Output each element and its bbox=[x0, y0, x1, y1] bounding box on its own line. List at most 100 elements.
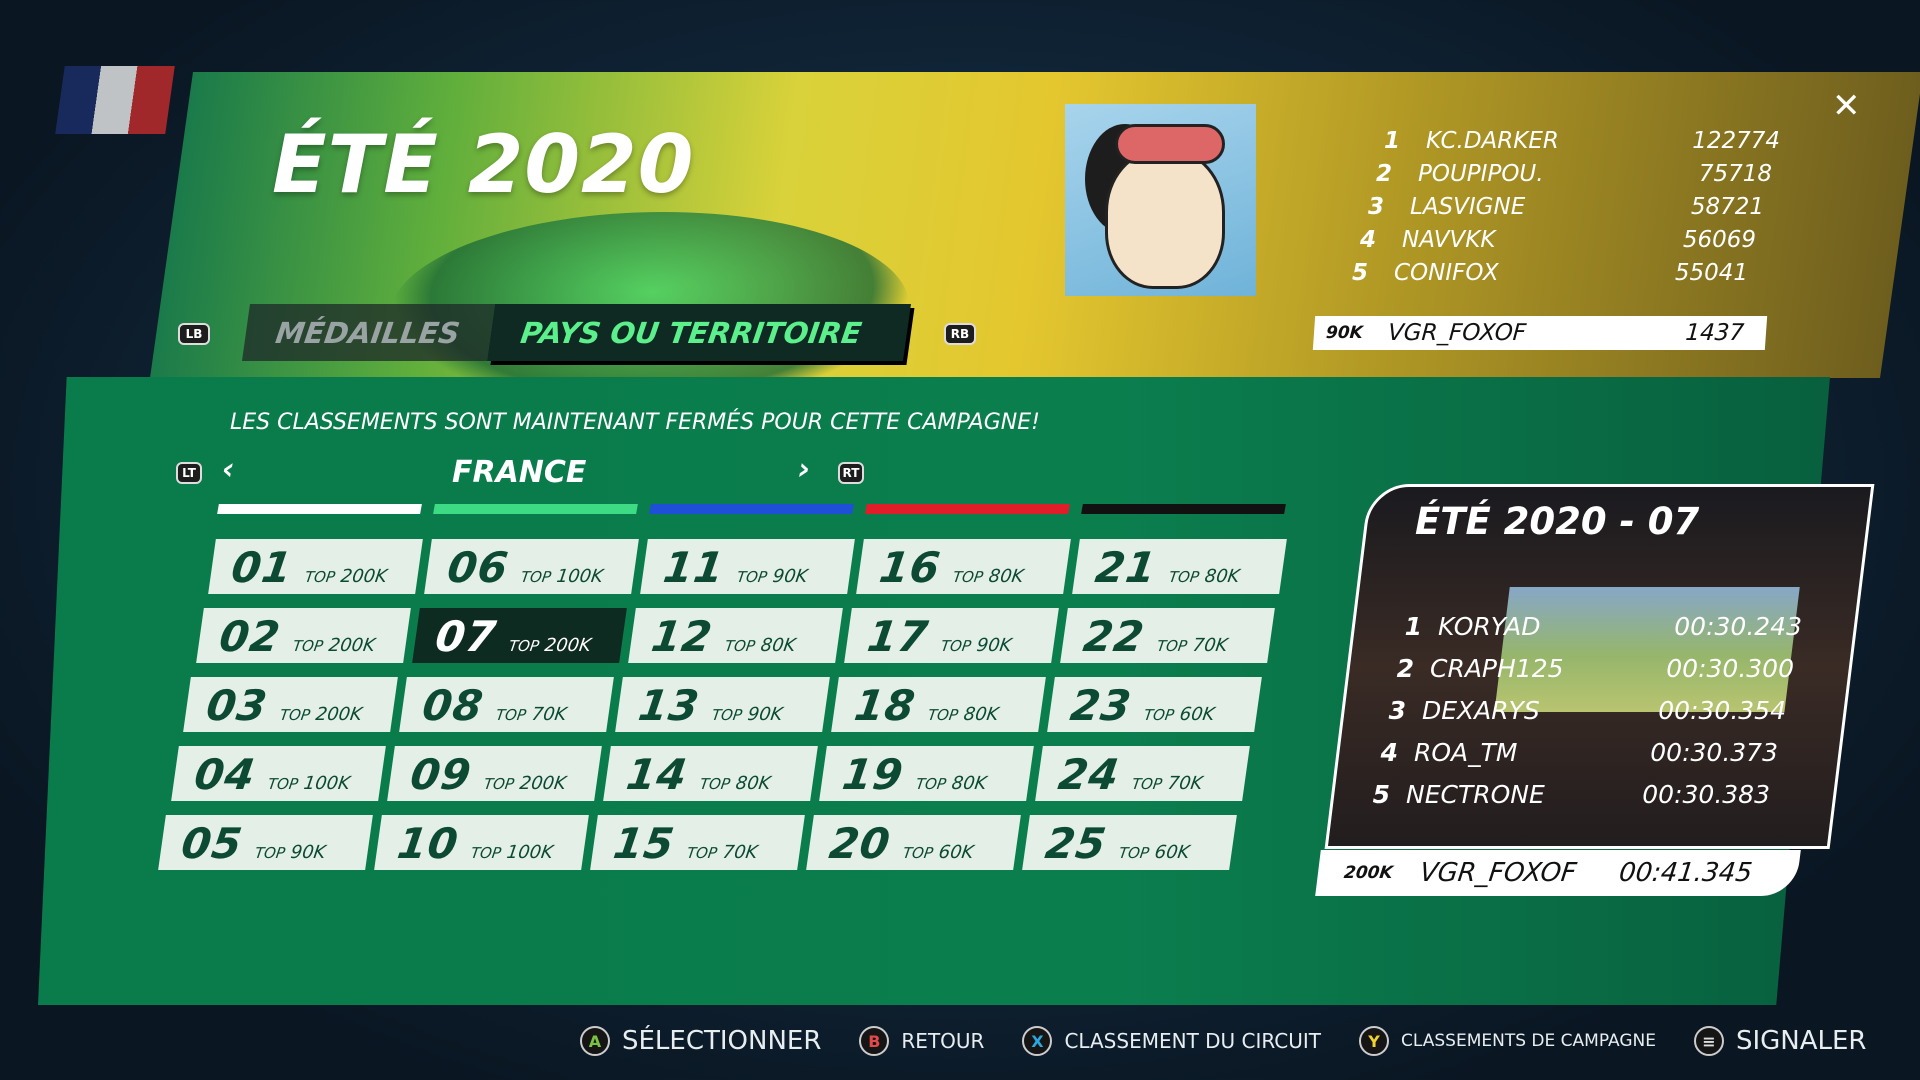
score: 56069 bbox=[1682, 227, 1756, 253]
top-label: TOP bbox=[494, 706, 528, 724]
track-cell-02[interactable]: 02 TOP 200K bbox=[195, 608, 411, 663]
track-number: 25 bbox=[1042, 819, 1110, 868]
rt-button-icon[interactable]: RT bbox=[838, 462, 864, 484]
rank: 5 bbox=[1372, 780, 1390, 809]
hint-classement-du-circuit[interactable]: X CLASSEMENT DU CIRCUIT bbox=[1022, 1026, 1321, 1056]
track-cell-03[interactable]: 03 TOP 200K bbox=[183, 677, 398, 732]
top-tier: 200K bbox=[314, 704, 364, 725]
track-leaderboard-row: 4 ROA_TM 00:30.373 bbox=[1368, 738, 1778, 767]
top-label: TOP bbox=[266, 775, 299, 793]
hint-signaler[interactable]: ≡ SIGNALER bbox=[1693, 1026, 1867, 1056]
hint-classements-de-campagne[interactable]: Y CLASSEMENTS DE CAMPAGNE bbox=[1359, 1026, 1656, 1056]
a-button-icon: A bbox=[580, 1026, 610, 1056]
track-number: 05 bbox=[178, 819, 246, 868]
track-cell-23[interactable]: 23 TOP 60K bbox=[1047, 677, 1262, 732]
track-number: 09 bbox=[406, 750, 475, 799]
closed-message: LES CLASSEMENTS SONT MAINTENANT FERMÉS P… bbox=[230, 410, 1040, 435]
track-cell-01[interactable]: 01 TOP 200K bbox=[208, 539, 423, 594]
track-cell-09[interactable]: 09 TOP 200K bbox=[386, 746, 602, 801]
rank: 3 bbox=[1367, 194, 1384, 220]
top-label: TOP bbox=[1142, 706, 1176, 724]
top-label: TOP bbox=[291, 637, 324, 655]
hint-label: RETOUR bbox=[901, 1029, 985, 1053]
track-cell-08[interactable]: 08 TOP 70K bbox=[399, 677, 614, 732]
leaderboard-row: 2 POUPIPOU. 75718 bbox=[1352, 161, 1772, 187]
top-tier: 100K bbox=[301, 773, 351, 794]
player-name: NAVVKK bbox=[1402, 227, 1496, 253]
leaderboard-row: 4 NAVVKK 56069 bbox=[1336, 227, 1756, 253]
top-label: TOP bbox=[303, 568, 337, 586]
hint-sélectionner[interactable]: A SÉLECTIONNER bbox=[580, 1026, 821, 1056]
score: 75718 bbox=[1698, 161, 1772, 187]
track-cell-07[interactable]: 07 TOP 200K bbox=[411, 608, 627, 663]
track-cell-18[interactable]: 18 TOP 80K bbox=[831, 677, 1046, 732]
france-flag bbox=[55, 66, 175, 134]
tab-label: PAYS OU TERRITOIRE bbox=[518, 315, 864, 350]
track-cell-14[interactable]: 14 TOP 80K bbox=[602, 746, 818, 801]
top-tier: 100K bbox=[555, 566, 605, 587]
time: 00:30.243 bbox=[1674, 612, 1802, 641]
track-number: 11 bbox=[660, 543, 728, 592]
track-cell-15[interactable]: 15 TOP 70K bbox=[590, 815, 805, 870]
hint-retour[interactable]: B RETOUR bbox=[859, 1026, 984, 1056]
hint-label: CLASSEMENTS DE CAMPAGNE bbox=[1401, 1031, 1656, 1051]
top-label: TOP bbox=[710, 706, 744, 724]
top-label: TOP bbox=[519, 568, 553, 586]
player-name: CRAPH125 bbox=[1430, 654, 1564, 683]
lt-button-icon[interactable]: LT bbox=[176, 462, 202, 484]
avatar bbox=[1065, 104, 1256, 296]
close-icon[interactable]: ✕ bbox=[1832, 86, 1861, 126]
top-tier: 200K bbox=[542, 635, 592, 656]
chevron-left-icon[interactable]: ‹ bbox=[222, 452, 235, 487]
track-cell-04[interactable]: 04 TOP 100K bbox=[170, 746, 386, 801]
top-label: TOP bbox=[939, 637, 972, 655]
top-tier: 80K bbox=[733, 773, 772, 794]
track-number: 19 bbox=[838, 750, 907, 799]
top-tier: 200K bbox=[517, 773, 567, 794]
track-cell-10[interactable]: 10 TOP 100K bbox=[374, 815, 589, 870]
track-cell-12[interactable]: 12 TOP 80K bbox=[627, 608, 843, 663]
track-cell-25[interactable]: 25 TOP 60K bbox=[1022, 815, 1237, 870]
player-name: VGR_FOXOF bbox=[1418, 858, 1578, 888]
button-hints: A SÉLECTIONNER B RETOUR X CLASSEMENT DU CIRCU… bbox=[580, 1026, 1867, 1056]
chevron-right-icon[interactable]: › bbox=[798, 452, 811, 487]
page-title: ÉTÉ 2020 bbox=[272, 118, 695, 211]
top-label: TOP bbox=[901, 844, 935, 862]
track-number: 06 bbox=[444, 543, 512, 592]
score: 58721 bbox=[1690, 194, 1764, 220]
top-tier: 80K bbox=[758, 635, 797, 656]
track-leaderboard-row: 5 NECTRONE 00:30.383 bbox=[1360, 780, 1770, 809]
tab-label: MÉDAILLES bbox=[273, 315, 463, 350]
track-cell-16[interactable]: 16 TOP 80K bbox=[856, 539, 1071, 594]
lb-button-icon[interactable]: LB bbox=[178, 323, 210, 345]
top-tier: 90K bbox=[289, 842, 327, 863]
track-cell-17[interactable]: 17 TOP 90K bbox=[843, 608, 1059, 663]
tab-pays-ou-territoire[interactable]: PAYS OU TERRITOIRE bbox=[486, 304, 912, 361]
track-cell-22[interactable]: 22 TOP 70K bbox=[1059, 608, 1275, 663]
region-name: FRANCE bbox=[452, 455, 587, 490]
track-cell-24[interactable]: 24 TOP 70K bbox=[1034, 746, 1250, 801]
time: 00:30.383 bbox=[1642, 780, 1770, 809]
top-tier: 90K bbox=[746, 704, 784, 725]
rb-button-icon[interactable]: RB bbox=[944, 323, 976, 345]
player-name: CONIFOX bbox=[1394, 260, 1499, 286]
track-cell-21[interactable]: 21 TOP 80K bbox=[1072, 539, 1287, 594]
top-label: TOP bbox=[1130, 775, 1163, 793]
player-name: LASVIGNE bbox=[1410, 194, 1526, 220]
top-tier: 70K bbox=[721, 842, 759, 863]
track-number: 17 bbox=[863, 612, 932, 661]
top-tier: 60K bbox=[1178, 704, 1216, 725]
track-cell-19[interactable]: 19 TOP 80K bbox=[818, 746, 1034, 801]
track-cell-20[interactable]: 20 TOP 60K bbox=[806, 815, 1021, 870]
tab-medailles[interactable]: MÉDAILLES bbox=[241, 304, 496, 361]
hint-label: SÉLECTIONNER bbox=[622, 1026, 822, 1056]
track-cell-05[interactable]: 05 TOP 90K bbox=[158, 815, 373, 870]
player-name: ROA_TM bbox=[1414, 738, 1518, 767]
track-cell-11[interactable]: 11 TOP 90K bbox=[640, 539, 855, 594]
top-tier: 80K bbox=[1203, 566, 1241, 587]
track-cell-13[interactable]: 13 TOP 90K bbox=[615, 677, 830, 732]
track-number: 12 bbox=[647, 612, 716, 661]
player-name: DEXARYS bbox=[1422, 696, 1540, 725]
track-cell-06[interactable]: 06 TOP 100K bbox=[424, 539, 639, 594]
top-label: TOP bbox=[469, 844, 503, 862]
